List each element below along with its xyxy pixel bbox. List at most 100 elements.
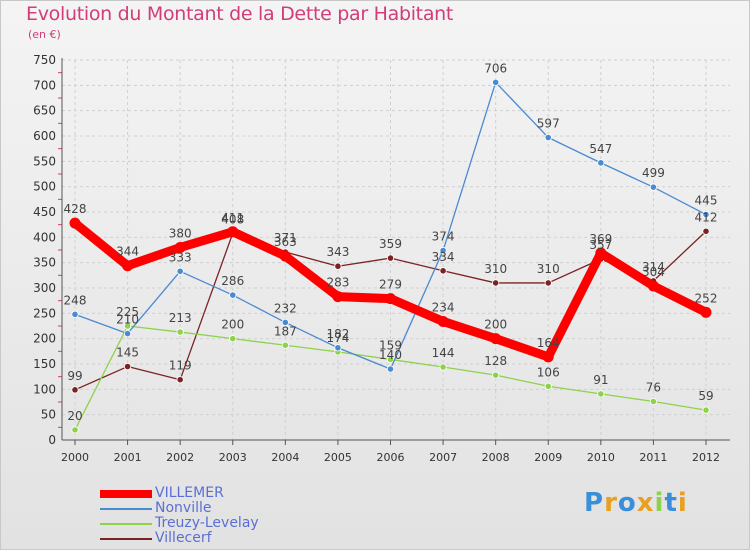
legend-swatch-villecerf xyxy=(100,537,152,540)
data-point-treuzy-levelay xyxy=(229,335,237,343)
data-point-treuzy-levelay xyxy=(439,363,447,371)
data-point-treuzy-levelay xyxy=(492,371,500,379)
data-label-villemer: 380 xyxy=(169,226,192,240)
legend-swatch-treuzy-levelay xyxy=(100,522,152,525)
data-label-nonville: 374 xyxy=(432,230,455,244)
data-point-villecerf xyxy=(492,279,500,287)
data-point-nonville xyxy=(123,329,132,338)
x-tick-label: 2003 xyxy=(219,451,247,464)
x-tick-label: 2008 xyxy=(482,451,510,464)
data-point-treuzy-levelay xyxy=(123,322,132,330)
data-label-villecerf: 310 xyxy=(537,262,560,276)
data-label-villemer: 234 xyxy=(432,300,455,314)
y-tick-label: 50 xyxy=(41,408,56,422)
legend-item-treuzy-levelay: Treuzy-Levelay xyxy=(100,515,340,531)
data-label-villemer: 164 xyxy=(537,336,560,350)
data-label-treuzy-levelay: 200 xyxy=(221,318,244,332)
data-label-nonville: 333 xyxy=(169,250,192,264)
data-point-villecerf xyxy=(123,362,132,371)
data-label-villemer: 411 xyxy=(221,211,244,225)
legend-label: VILLEMER xyxy=(155,485,224,501)
x-tick-label: 2000 xyxy=(61,451,89,464)
data-point-nonville xyxy=(649,183,658,191)
data-label-nonville: 248 xyxy=(64,293,87,307)
legend-item-villemer: VILLEMER xyxy=(100,485,340,501)
data-point-villemer xyxy=(279,250,291,262)
y-tick-label: 750 xyxy=(33,53,56,67)
data-point-villemer xyxy=(385,293,396,305)
chart-subtitle: (en €) xyxy=(28,28,61,41)
data-point-villecerf xyxy=(439,267,447,275)
y-tick-label: 0 xyxy=(48,433,56,447)
data-label-nonville: 706 xyxy=(484,61,507,75)
data-point-villecerf xyxy=(702,227,710,235)
data-label-villemer: 252 xyxy=(695,291,718,305)
legend-label: Treuzy-Levelay xyxy=(155,515,259,531)
data-point-treuzy-levelay xyxy=(544,382,552,390)
data-label-treuzy-levelay: 59 xyxy=(698,389,713,403)
data-label-treuzy-levelay: 106 xyxy=(537,365,560,379)
data-point-villemer xyxy=(174,241,186,253)
data-label-villecerf: 343 xyxy=(326,245,349,259)
data-point-villemer xyxy=(437,315,449,327)
brand-letter: i xyxy=(677,488,688,518)
data-label-treuzy-levelay: 213 xyxy=(169,311,192,325)
data-label-villecerf: 371 xyxy=(274,231,297,245)
data-label-treuzy-levelay: 174 xyxy=(326,331,349,345)
data-label-villecerf: 357 xyxy=(589,238,612,252)
data-point-villecerf xyxy=(386,254,395,262)
brand-letter: i xyxy=(654,488,665,518)
x-tick-label: 2006 xyxy=(377,451,405,464)
chart-title: Evolution du Montant de la Dette par Hab… xyxy=(26,3,454,25)
x-tick-label: 2011 xyxy=(639,451,667,464)
data-label-villemer: 428 xyxy=(64,202,87,216)
y-tick-label: 500 xyxy=(33,180,56,194)
data-point-treuzy-levelay xyxy=(281,341,289,349)
data-label-nonville: 286 xyxy=(221,274,244,288)
data-point-treuzy-levelay xyxy=(176,328,184,336)
data-point-villecerf xyxy=(544,279,552,287)
data-label-nonville: 210 xyxy=(116,313,139,327)
data-point-nonville xyxy=(334,344,342,352)
data-label-treuzy-levelay: 91 xyxy=(593,373,608,387)
data-label-treuzy-levelay: 159 xyxy=(379,338,402,352)
data-label-nonville: 445 xyxy=(695,194,718,208)
data-point-nonville xyxy=(71,310,79,318)
data-point-villemer xyxy=(227,226,239,238)
data-label-nonville: 499 xyxy=(642,166,665,180)
data-point-treuzy-levelay xyxy=(386,355,395,364)
x-tick-label: 2009 xyxy=(534,451,562,464)
x-tick-label: 2012 xyxy=(692,451,720,464)
data-point-treuzy-levelay xyxy=(597,390,605,398)
data-label-villecerf: 408 xyxy=(221,212,244,226)
y-tick-label: 600 xyxy=(33,129,56,143)
legend-label: Villecerf xyxy=(155,530,212,546)
legend-swatch-nonville xyxy=(100,507,152,510)
data-label-villemer: 279 xyxy=(379,278,402,292)
data-label-villemer: 363 xyxy=(274,235,297,249)
brand-letter: x xyxy=(636,488,655,518)
brand-letter: o xyxy=(617,488,637,518)
data-point-villemer xyxy=(332,291,344,303)
data-label-villecerf: 412 xyxy=(695,210,718,224)
y-tick-label: 700 xyxy=(33,78,56,92)
data-point-treuzy-levelay xyxy=(702,406,710,414)
data-label-nonville: 182 xyxy=(326,327,349,341)
x-tick-label: 2004 xyxy=(271,451,299,464)
data-point-nonville xyxy=(386,365,395,373)
brand-letter: r xyxy=(604,488,618,518)
data-label-treuzy-levelay: 187 xyxy=(274,324,297,338)
data-label-villecerf: 310 xyxy=(484,262,507,276)
data-label-treuzy-levelay: 76 xyxy=(646,380,661,394)
brand-letter: t xyxy=(664,488,678,518)
y-tick-label: 250 xyxy=(33,306,56,320)
y-tick-label: 550 xyxy=(33,154,56,168)
legend-label: Nonville xyxy=(155,500,212,516)
data-point-villecerf xyxy=(176,376,184,384)
y-tick-label: 200 xyxy=(33,332,56,346)
data-label-villemer: 304 xyxy=(642,265,665,279)
data-point-villemer xyxy=(69,217,81,229)
data-label-villecerf: 314 xyxy=(642,260,665,274)
